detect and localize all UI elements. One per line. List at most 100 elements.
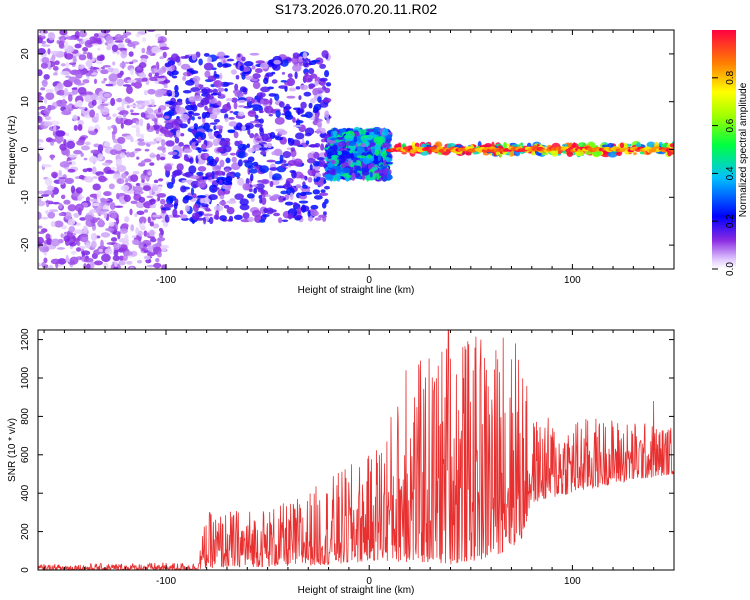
- heatmap-blob: [268, 170, 273, 179]
- heatmap-blob: [63, 199, 71, 205]
- heatmap-blob: [119, 62, 126, 69]
- heatmap-blob: [301, 57, 309, 61]
- heatmap-blob: [117, 115, 123, 119]
- heatmap-blob: [157, 184, 163, 188]
- heatmap-blob: [38, 262, 42, 267]
- heatmap-blob: [140, 173, 146, 181]
- heatmap-blob: [203, 52, 210, 57]
- heatmap-blob: [287, 212, 293, 220]
- heatmap-blob: [503, 141, 507, 148]
- heatmap-blob: [316, 128, 321, 135]
- heatmap-blob: [38, 200, 46, 207]
- heatmap-blob: [186, 69, 193, 72]
- heatmap-blob: [213, 79, 223, 88]
- heatmap-blob: [213, 187, 220, 190]
- heatmap-blob: [92, 175, 98, 180]
- heatmap-blob: [94, 37, 102, 42]
- heatmap-blob: [353, 136, 358, 143]
- heatmap-blob: [38, 111, 41, 116]
- heatmap-blob: [121, 223, 129, 229]
- heatmap-blob: [48, 265, 54, 269]
- heatmap-blob: [266, 159, 276, 163]
- heatmap-blob: [126, 98, 135, 103]
- heatmap-blob: [38, 153, 41, 162]
- heatmap-blob: [103, 77, 107, 81]
- heatmap-blob: [254, 114, 259, 119]
- heatmap-blob: [204, 105, 208, 111]
- heatmap-blob: [206, 89, 214, 93]
- heatmap-blob: [90, 149, 101, 154]
- heatmap-blob: [157, 68, 164, 76]
- heatmap-blob: [281, 71, 286, 75]
- heatmap-blob: [312, 151, 320, 159]
- heatmap-blob: [140, 160, 146, 165]
- heatmap-blob: [250, 173, 254, 182]
- heatmap-blob: [300, 108, 304, 113]
- heatmap-blob: [114, 40, 124, 43]
- heatmap-blob: [41, 44, 51, 47]
- heatmap-blob: [107, 125, 112, 131]
- heatmap-blob: [233, 214, 243, 221]
- bottom-y-tick-label: 1000: [20, 366, 31, 389]
- heatmap-blob: [85, 72, 91, 77]
- heatmap-blob: [229, 152, 237, 156]
- heatmap-blob: [138, 62, 147, 69]
- heatmap-blob: [206, 56, 212, 64]
- heatmap-blob: [187, 110, 194, 115]
- heatmap-blob: [75, 71, 83, 79]
- heatmap-blob: [163, 84, 168, 89]
- heatmap-blob: [223, 204, 230, 209]
- heatmap-blob: [84, 94, 92, 103]
- heatmap-blob: [235, 74, 240, 80]
- colorbar-axis: 0.0 0.2 0.4 0.6 0.8: [712, 70, 736, 276]
- heatmap-blob: [247, 156, 255, 163]
- heatmap-blob: [229, 110, 234, 114]
- heatmap-blob: [294, 71, 298, 79]
- colorbar-tick-label: 0.6: [725, 118, 736, 132]
- heatmap-blob: [146, 252, 156, 257]
- heatmap-blob: [149, 98, 155, 103]
- heatmap-blob: [138, 72, 147, 79]
- heatmap-blob: [101, 162, 111, 166]
- heatmap-blob: [385, 161, 394, 165]
- heatmap-blob: [231, 97, 238, 103]
- heatmap-blob: [201, 143, 207, 150]
- heatmap-blob: [96, 190, 102, 200]
- bottom-y-axis-label: SNR (10 * v/v): [7, 418, 18, 482]
- heatmap-blob: [213, 118, 220, 123]
- heatmap-blob: [158, 178, 164, 182]
- heatmap-blob: [201, 149, 208, 152]
- heatmap-blob: [316, 121, 323, 128]
- top-x-tick-label: 0: [366, 275, 372, 286]
- heatmap-blob: [50, 258, 61, 265]
- heatmap-blob: [124, 234, 129, 242]
- heatmap-blob: [89, 93, 99, 101]
- heatmap-blob: [151, 65, 157, 69]
- heatmap-blob: [91, 166, 97, 175]
- heatmap-blob: [195, 143, 199, 146]
- heatmap-blob: [112, 255, 120, 262]
- heatmap-blob: [130, 224, 135, 232]
- heatmap-blob: [67, 94, 73, 102]
- heatmap-blob: [65, 36, 76, 40]
- heatmap-blob: [38, 92, 42, 97]
- heatmap-blob: [110, 237, 118, 242]
- heatmap-blob: [310, 204, 319, 210]
- heatmap-blob: [215, 156, 220, 162]
- heatmap-blob: [274, 117, 285, 125]
- top-y-tick-label: -20: [20, 237, 31, 252]
- bottom-y-tick-label: 200: [20, 523, 31, 540]
- heatmap-blob: [130, 174, 139, 182]
- heatmap-blob: [234, 172, 241, 178]
- heatmap-blob: [79, 136, 87, 141]
- top-y-tick-label: 0: [20, 146, 31, 152]
- heatmap-blob: [114, 261, 118, 268]
- heatmap-blob: [155, 136, 163, 142]
- heatmap-blob: [258, 110, 264, 114]
- heatmap-blob: [287, 159, 297, 166]
- heatmap-blob: [281, 219, 289, 223]
- heatmap-blob: [239, 198, 249, 206]
- heatmap-blob: [136, 80, 144, 83]
- heatmap-blob: [130, 112, 140, 116]
- heatmap-blob: [98, 175, 107, 183]
